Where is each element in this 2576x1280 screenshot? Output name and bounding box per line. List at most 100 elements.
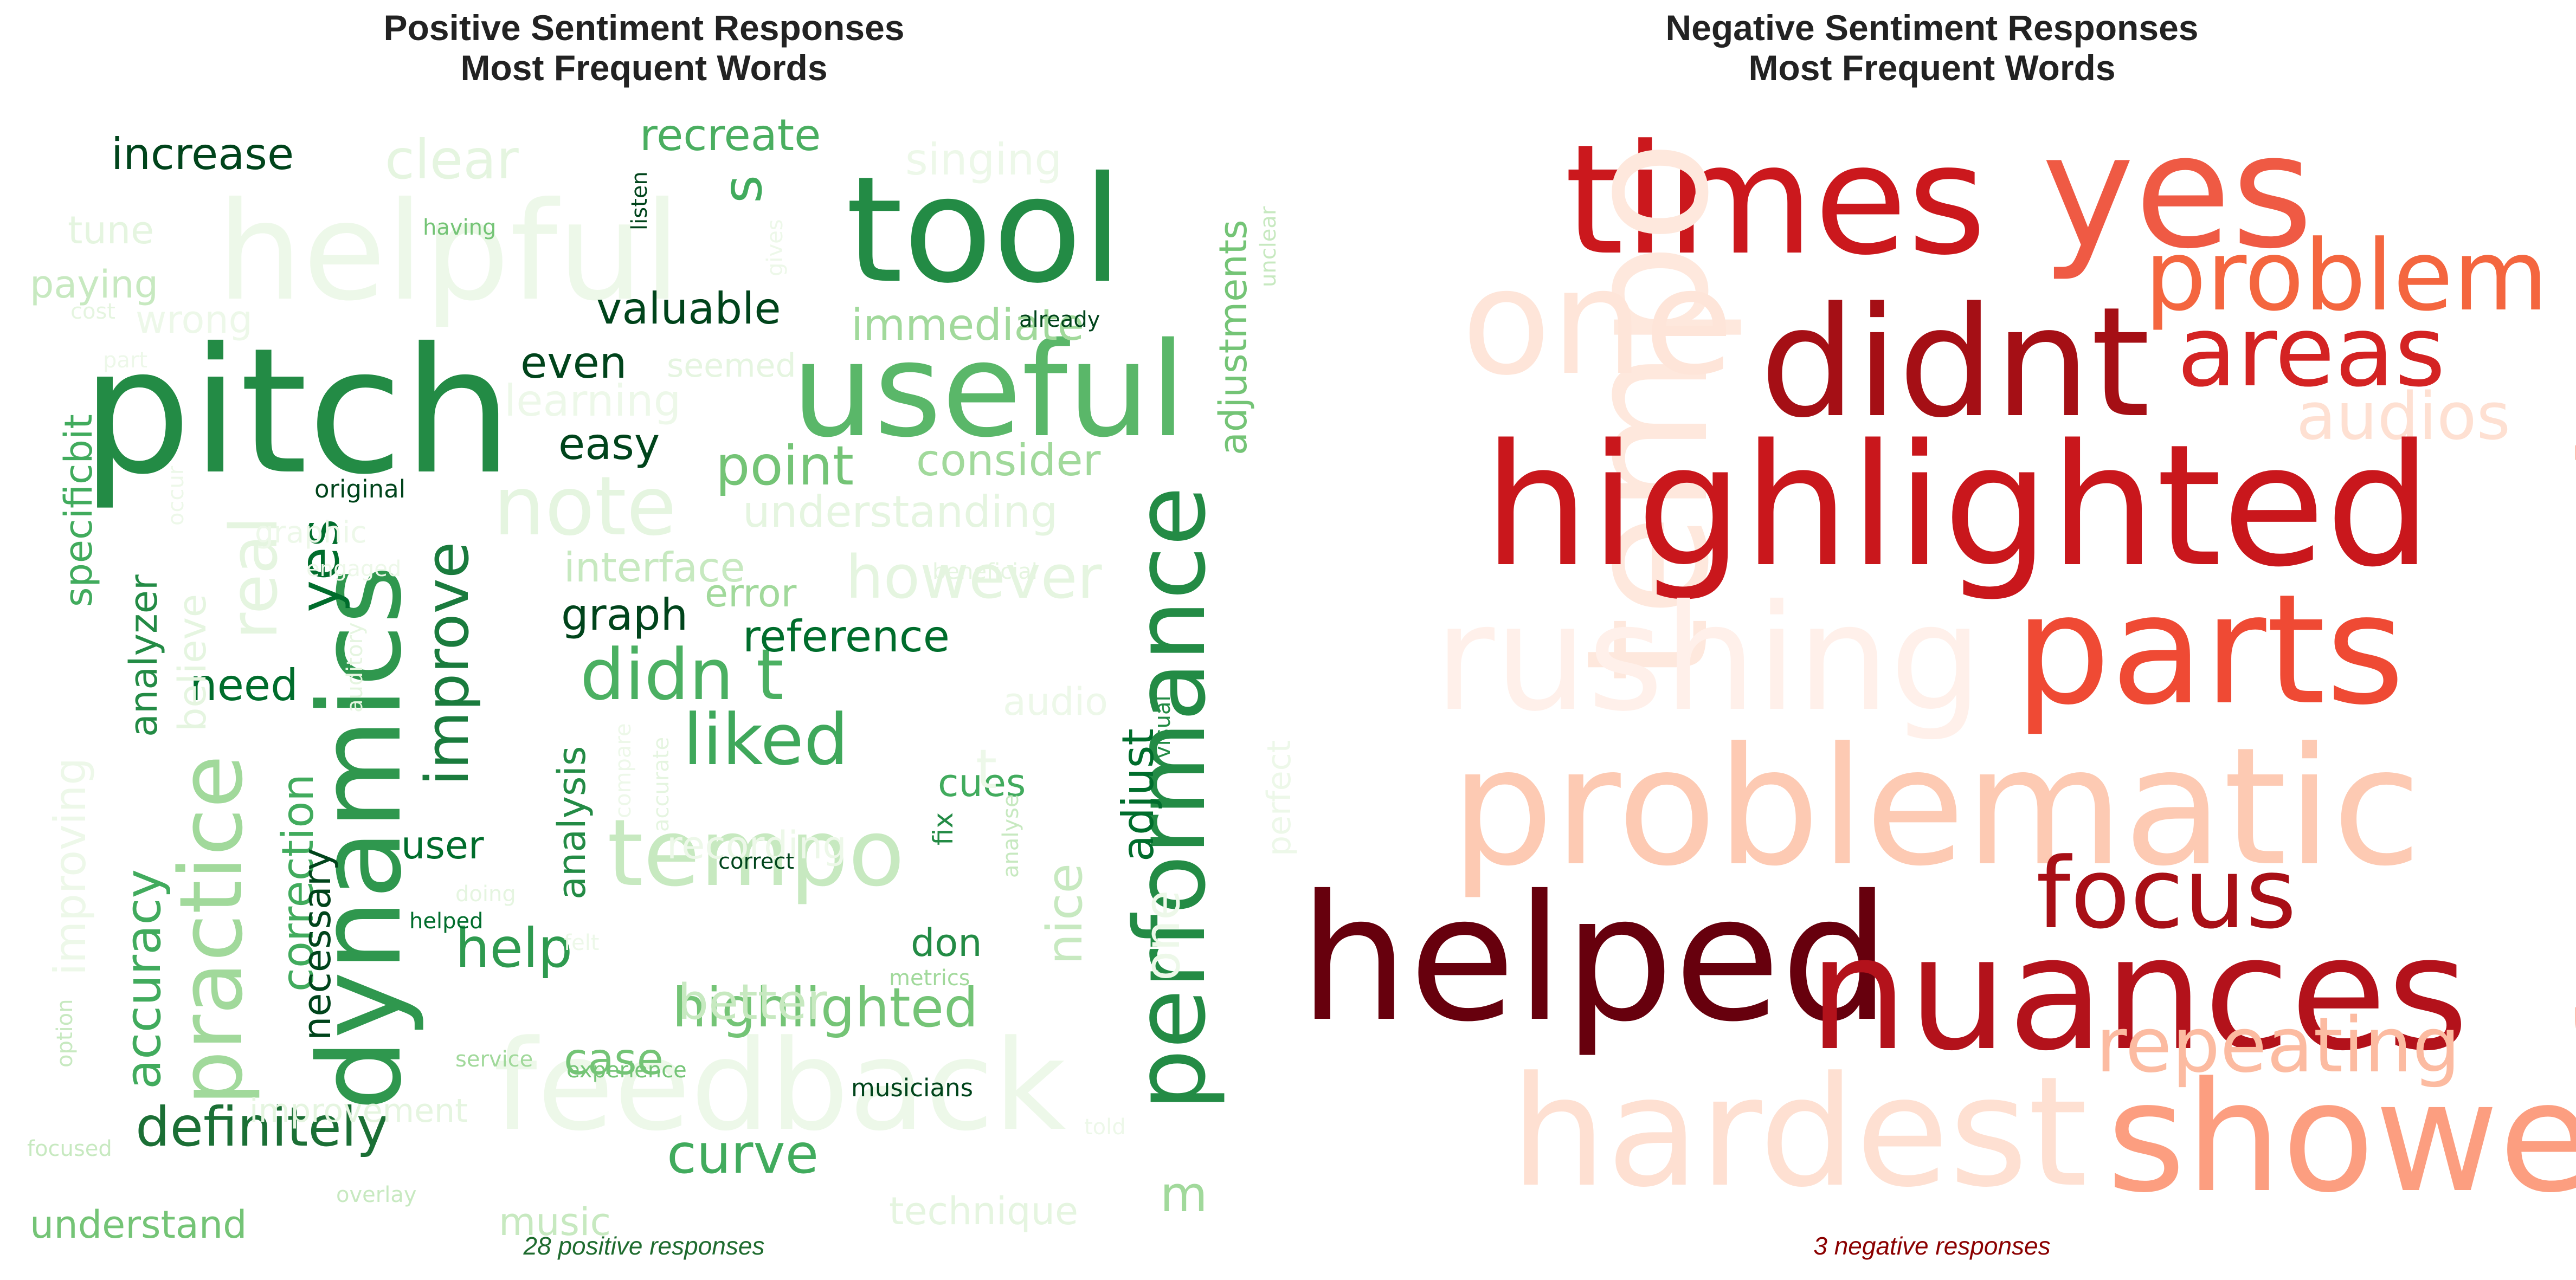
positive-word-necessary: necessary — [295, 848, 339, 1040]
negative-word-one: one — [1461, 237, 1734, 408]
positive-word-singing: singing — [905, 134, 1062, 185]
positive-word-clear: clear — [385, 128, 519, 191]
positive-word-easy: easy — [558, 419, 660, 469]
positive-word-feedback: feedback — [493, 1014, 1066, 1159]
positive-word-liked: liked — [683, 699, 849, 781]
negative-word-repeating: repeating — [2096, 1001, 2461, 1090]
negative-word-yes: yes — [2042, 101, 2314, 283]
positive-word-immediate: immediate — [851, 300, 1084, 350]
positive-word-having: having — [423, 215, 497, 240]
positive-word-analysis: analysis — [550, 746, 594, 900]
positive-word-wrong: wrong — [136, 298, 253, 342]
positive-word-better: better — [678, 974, 827, 1031]
positive-word-m: m — [1160, 1166, 1208, 1223]
positive-caption: 28 positive responses — [523, 1232, 765, 1260]
positive-word-believe: believe — [170, 594, 215, 732]
positive-word-musicians: musicians — [851, 1074, 974, 1102]
positive-word-graph: graph — [561, 590, 688, 640]
positive-word-occur: occur — [164, 466, 189, 526]
negative-panel: Negative Sentiment Responses Most Freque… — [1288, 0, 2576, 1280]
positive-word-highlighted: highlighted — [672, 976, 978, 1039]
positive-word-original: original — [314, 475, 406, 503]
positive-word-recreate: recreate — [640, 110, 821, 160]
positive-word-experience: experience — [566, 1058, 687, 1083]
positive-word-analyse: analyse — [999, 794, 1023, 878]
positive-word-reference: reference — [743, 611, 950, 662]
positive-word-doing: doing — [455, 882, 516, 907]
positive-word-understanding: understanding — [743, 487, 1058, 537]
positive-word-nice: nice — [1036, 863, 1093, 965]
negative-word-focused: focused — [2548, 430, 2576, 1068]
positive-word-don: don — [911, 921, 982, 965]
positive-word-cost: cost — [70, 299, 115, 324]
negative-word-nuances: nuances — [1808, 903, 2469, 1085]
positive-word-tool: tool — [846, 145, 1123, 315]
negative-word-times: times — [1564, 112, 1987, 289]
negative-word-problem: problem — [2144, 219, 2548, 333]
positive-word-practice: practice — [160, 755, 262, 1106]
positive-word-help: help — [455, 916, 573, 980]
positive-word-technique: technique — [889, 1189, 1079, 1233]
positive-word-specificbit: specificbit — [56, 414, 101, 607]
positive-word-correct: correct — [718, 849, 795, 874]
positive-word-note: note — [493, 460, 677, 554]
positive-word-user: user — [401, 823, 484, 868]
negative-word-rushing: rushing — [1434, 573, 1983, 744]
negative-word-highlighted: highlighted — [1483, 409, 2432, 604]
positive-word-recording: recording — [667, 823, 847, 868]
positive-word-music: music — [499, 1200, 611, 1244]
positive-word-focused: focused — [27, 1136, 112, 1161]
positive-word-increase: increase — [111, 129, 294, 179]
positive-word-metrics: metrics — [889, 966, 970, 991]
positive-word-gives: gives — [763, 219, 788, 276]
positive-word-graphic: graphic — [255, 515, 367, 550]
positive-word-helped: helped — [409, 909, 484, 934]
negative-word-focus: focus — [2036, 837, 2297, 951]
positive-word-cloud: pitch tool helpful useful dynamics performanc… — [27, 110, 1298, 1247]
positive-word-felt: felt — [564, 930, 600, 955]
positive-word-part: part — [103, 348, 148, 373]
positive-word-already: already — [1019, 307, 1100, 332]
negative-caption: 3 negative responses — [1813, 1232, 2051, 1260]
positive-word-compare: compare — [611, 723, 636, 818]
positive-word-point: point — [716, 434, 854, 497]
positive-word-unclear: unclear — [1256, 206, 1281, 287]
positive-word-improvement: improvement — [249, 1092, 468, 1130]
positive-word-cues: cues — [938, 761, 1026, 805]
positive-word-tempo: tempo — [607, 800, 905, 907]
positive-word-valuable: valuable — [596, 283, 781, 334]
positive-word-interface: interface — [564, 544, 745, 591]
positive-word-analyzer: analyzer — [121, 574, 166, 737]
negative-word-showed: showed — [2107, 1050, 2576, 1226]
positive-word-definitely: definitely — [136, 1095, 389, 1159]
positive-word-visual: visual — [1150, 695, 1175, 759]
positive-word-useful: useful — [791, 314, 1187, 466]
positive-word-helpful: helpful — [217, 173, 681, 331]
positive-word-service: service — [455, 1047, 533, 1072]
positive-word-audio: audio — [1003, 680, 1108, 724]
positive-word-pitch: pitch — [81, 311, 513, 513]
positive-title: Positive Sentiment Responses Most Freque… — [383, 8, 905, 88]
positive-word-t: t — [976, 738, 997, 801]
positive-word-paying: paying — [30, 262, 159, 307]
positive-word-seemed: seemed — [667, 347, 796, 385]
positive-word-adjustments: adjustments — [1211, 219, 1255, 455]
positive-word-case: case — [564, 1034, 664, 1084]
positive-word-s: s — [711, 174, 774, 203]
positive-word-consider: consider — [916, 435, 1101, 486]
positive-word-even: even — [520, 338, 627, 388]
positive-word-option: option — [53, 999, 78, 1068]
negative-word-didnt: didnt — [1760, 275, 2150, 451]
positive-word-tune: tune — [68, 208, 154, 253]
positive-word-need: need — [190, 660, 298, 710]
negative-word-hardest: hardest — [1510, 1044, 2088, 1221]
negative-word-audios: audios — [2296, 379, 2511, 455]
positive-word-understand: understand — [30, 1203, 247, 1247]
positive-word-curve: curve — [667, 1122, 819, 1186]
negative-word-helped: helped — [1299, 858, 1891, 1060]
positive-word-beneficial: beneficial — [932, 559, 1038, 584]
negative-word-problematic: problematic — [1451, 713, 2422, 902]
positive-word-auditory: auditory — [343, 622, 368, 713]
positive-word-fix: fix — [928, 812, 959, 845]
positive-word-told: told — [1084, 1115, 1126, 1140]
